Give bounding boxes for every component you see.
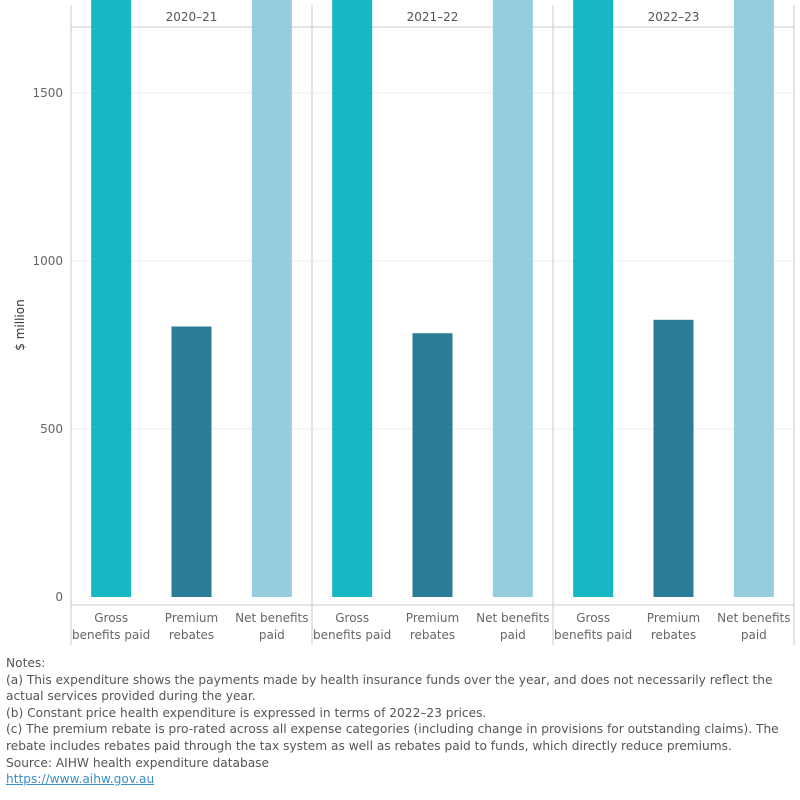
note-a: (a) This expenditure shows the payments … [6, 672, 773, 704]
bar [412, 333, 453, 597]
note-b: (b) Constant price health expenditure is… [6, 705, 487, 720]
y-axis-label: $ million [13, 299, 27, 350]
panel-title: 2020–21 [166, 10, 218, 24]
x-tick-label: paid [741, 628, 767, 642]
bar [251, 0, 292, 598]
x-tick-label: Gross [94, 611, 128, 625]
x-tick-label: benefits paid [72, 628, 150, 642]
notes-heading: Notes: [6, 656, 46, 670]
x-tick-label: Net benefits [476, 611, 549, 625]
notes: Notes: (a) This expenditure shows the pa… [6, 655, 796, 788]
x-tick-label: benefits paid [554, 628, 632, 642]
x-tick-label: benefits paid [313, 628, 391, 642]
panel-title: 2022–23 [648, 10, 700, 24]
x-tick-label: Gross [576, 611, 610, 625]
bar [332, 0, 373, 597]
x-tick-label: rebates [410, 628, 455, 642]
x-tick-label: Premium [165, 611, 218, 625]
bar [733, 0, 774, 597]
x-tick-label: Premium [647, 611, 700, 625]
bar [653, 319, 694, 597]
source-link[interactable]: https://www.aihw.gov.au [6, 772, 155, 787]
x-tick-label: paid [500, 628, 526, 642]
x-tick-label: Premium [406, 611, 459, 625]
y-tick-label: 0 [55, 590, 63, 604]
x-tick-label: Net benefits [717, 611, 790, 625]
y-tick-label: 1000 [32, 254, 63, 268]
panel-title: 2021–22 [407, 10, 459, 24]
y-tick-label: 500 [40, 422, 63, 436]
source-text: Source: AIHW health expenditure database [6, 755, 270, 770]
bar [171, 326, 212, 597]
y-tick-label: 1500 [32, 86, 63, 100]
x-tick-label: rebates [651, 628, 696, 642]
x-tick-label: Gross [335, 611, 369, 625]
x-tick-label: rebates [169, 628, 214, 642]
bar [492, 0, 533, 598]
bar-chart: 050010001500200025003000$ million2020–21… [13, 0, 795, 645]
x-tick-label: paid [259, 628, 285, 642]
x-tick-label: Net benefits [235, 611, 308, 625]
bar [573, 0, 614, 597]
bar [91, 0, 132, 597]
note-c: (c) The premium rebate is pro-rated acro… [6, 722, 779, 753]
